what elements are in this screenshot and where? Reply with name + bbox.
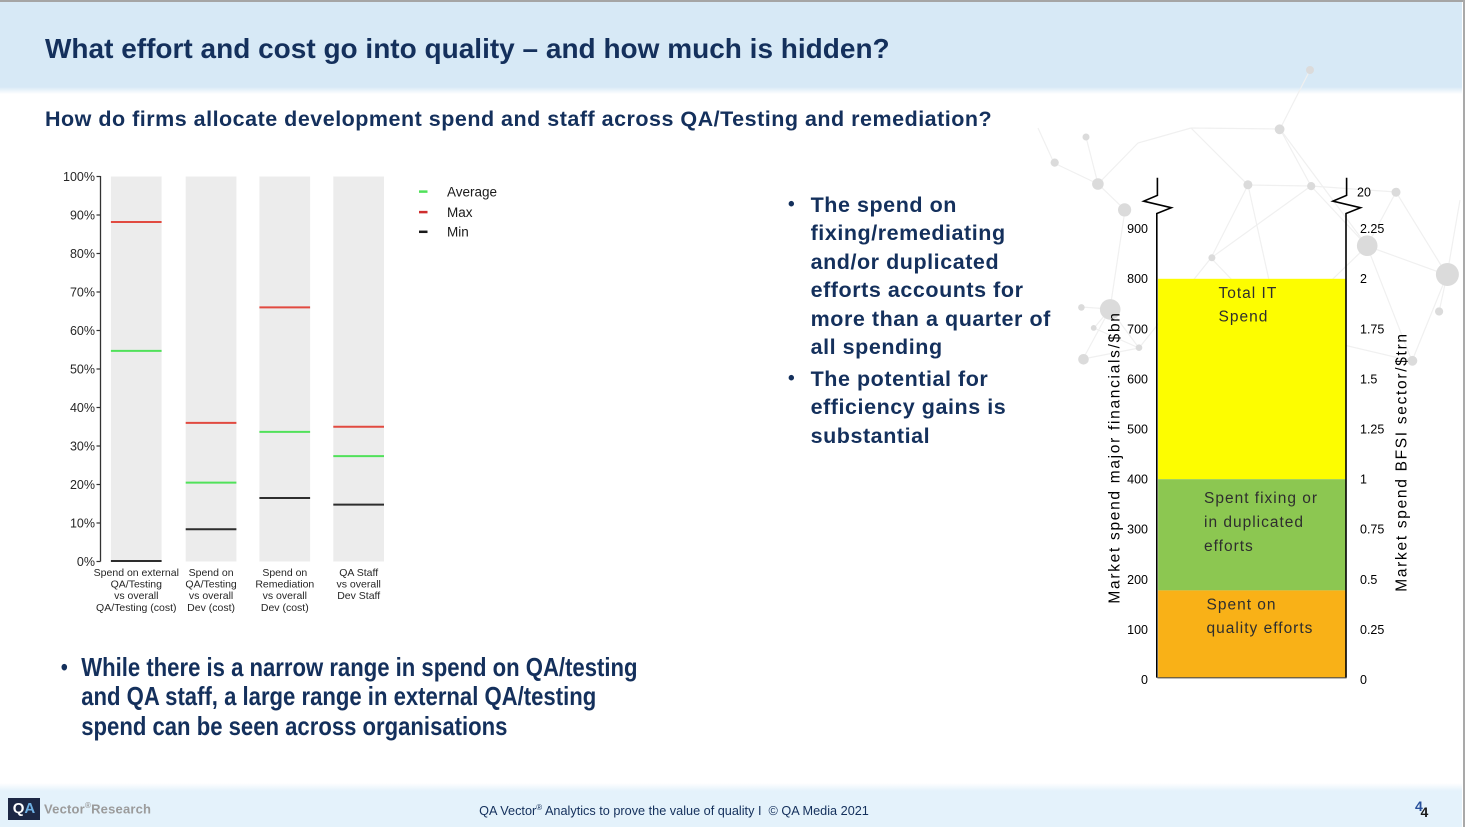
svg-text:20%: 20%: [70, 478, 95, 492]
svg-text:vs overall: vs overall: [337, 579, 381, 591]
svg-text:Spend on: Spend on: [262, 567, 307, 579]
svg-text:500: 500: [1127, 423, 1148, 437]
svg-text:efforts: efforts: [1204, 538, 1254, 555]
svg-text:Dev Staff: Dev Staff: [337, 590, 380, 602]
svg-text:Spend on external: Spend on external: [94, 567, 179, 579]
svg-text:80%: 80%: [70, 247, 95, 261]
svg-text:Average: Average: [447, 185, 497, 200]
svg-text:1.25: 1.25: [1360, 423, 1384, 437]
svg-text:vs overall: vs overall: [263, 590, 307, 602]
svg-text:Dev (cost): Dev (cost): [187, 602, 235, 614]
svg-text:Spend on: Spend on: [189, 567, 234, 579]
svg-text:700: 700: [1127, 322, 1148, 336]
svg-text:0: 0: [1360, 673, 1367, 687]
svg-text:quality efforts: quality efforts: [1207, 620, 1314, 637]
svg-text:70%: 70%: [70, 286, 95, 300]
svg-text:Dev (cost): Dev (cost): [261, 602, 309, 614]
svg-text:1.75: 1.75: [1360, 322, 1384, 336]
svg-text:Market spend major financials/: Market spend major financials/$bn: [1107, 311, 1124, 603]
svg-text:0.25: 0.25: [1360, 623, 1384, 637]
svg-text:in duplicated: in duplicated: [1204, 514, 1304, 531]
svg-text:QA/Testing (cost): QA/Testing (cost): [96, 602, 177, 614]
svg-text:600: 600: [1127, 372, 1148, 386]
svg-text:100: 100: [1127, 623, 1148, 637]
svg-text:Total IT: Total IT: [1219, 285, 1278, 302]
svg-text:Market spend BFSI sector/$trn: Market spend BFSI sector/$trn: [1394, 332, 1411, 592]
svg-text:Spent fixing or: Spent fixing or: [1204, 490, 1318, 507]
svg-text:900: 900: [1127, 222, 1148, 236]
svg-text:Spend: Spend: [1219, 308, 1269, 325]
svg-text:2: 2: [1360, 272, 1367, 286]
svg-text:30%: 30%: [70, 440, 95, 454]
svg-text:0: 0: [1141, 673, 1148, 687]
svg-text:60%: 60%: [70, 324, 95, 338]
svg-text:200: 200: [1127, 573, 1148, 587]
svg-text:Remediation: Remediation: [255, 579, 314, 591]
svg-text:0.5: 0.5: [1360, 573, 1377, 587]
svg-text:1: 1: [1360, 473, 1367, 487]
svg-text:0%: 0%: [77, 555, 95, 569]
svg-text:800: 800: [1127, 272, 1148, 286]
svg-text:2.25: 2.25: [1360, 222, 1384, 236]
svg-text:Min: Min: [447, 225, 469, 240]
svg-text:100%: 100%: [63, 170, 95, 184]
svg-text:400: 400: [1127, 473, 1148, 487]
svg-text:QA/Testing: QA/Testing: [111, 579, 163, 591]
svg-text:90%: 90%: [70, 209, 95, 223]
svg-text:Max: Max: [447, 205, 473, 220]
svg-text:0.75: 0.75: [1360, 523, 1384, 537]
svg-text:QA/Testing: QA/Testing: [185, 579, 237, 591]
svg-text:vs overall: vs overall: [189, 590, 233, 602]
svg-text:QA Staff: QA Staff: [339, 567, 378, 579]
svg-text:50%: 50%: [70, 363, 95, 377]
svg-text:300: 300: [1127, 523, 1148, 537]
svg-text:vs overall: vs overall: [114, 590, 158, 602]
svg-text:20: 20: [1357, 186, 1371, 200]
svg-text:40%: 40%: [70, 401, 95, 415]
svg-text:1.5: 1.5: [1360, 372, 1377, 386]
svg-text:Spent on: Spent on: [1207, 597, 1277, 614]
svg-text:10%: 10%: [70, 517, 95, 531]
